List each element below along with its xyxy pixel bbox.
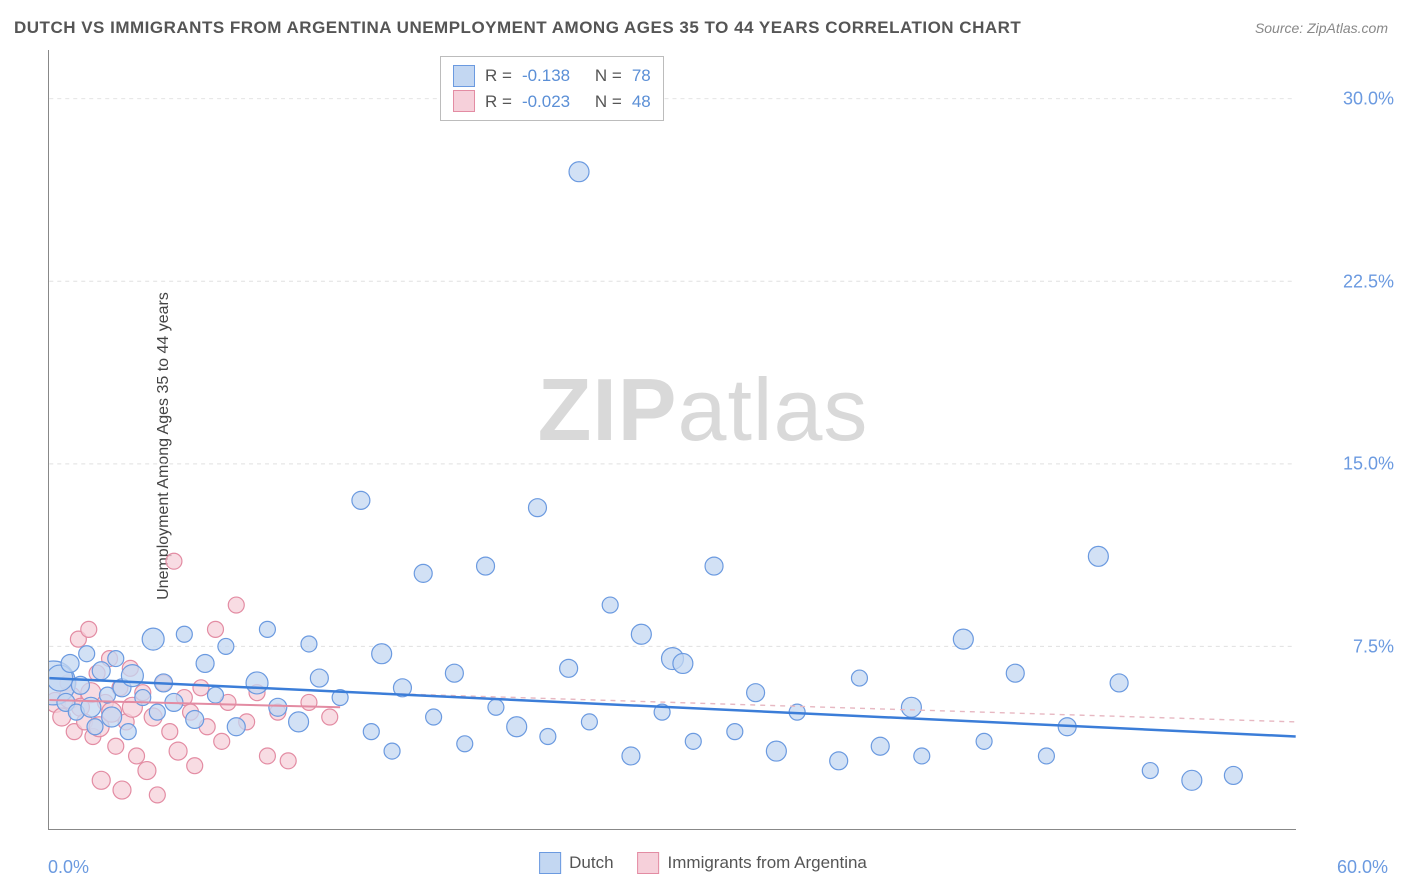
series-legend: Dutch Immigrants from Argentina — [539, 852, 867, 874]
legend-entry-dutch: Dutch — [539, 852, 613, 874]
chart-title: DUTCH VS IMMIGRANTS FROM ARGENTINA UNEMP… — [14, 18, 1021, 38]
swatch-dutch — [453, 65, 475, 87]
swatch-argentina-icon — [638, 852, 660, 874]
scatter-plot — [48, 50, 1296, 830]
x-axis-min-label: 0.0% — [48, 857, 89, 878]
source-attribution: Source: ZipAtlas.com — [1255, 20, 1388, 36]
n-value-dutch: 78 — [632, 63, 651, 89]
swatch-dutch-icon — [539, 852, 561, 874]
n-value-argentina: 48 — [632, 89, 651, 115]
legend-row-argentina: R = -0.023 N = 48 — [453, 89, 651, 115]
swatch-argentina — [453, 90, 475, 112]
r-value-argentina: -0.023 — [522, 89, 570, 115]
y-tick-labels: 7.5%15.0%22.5%30.0% — [1304, 50, 1394, 830]
legend-entry-argentina: Immigrants from Argentina — [638, 852, 867, 874]
correlation-legend: R = -0.138 N = 78 R = -0.023 N = 48 — [440, 56, 664, 121]
legend-label-argentina: Immigrants from Argentina — [668, 853, 867, 873]
r-value-dutch: -0.138 — [522, 63, 570, 89]
legend-row-dutch: R = -0.138 N = 78 — [453, 63, 651, 89]
legend-label-dutch: Dutch — [569, 853, 613, 873]
x-axis-max-label: 60.0% — [1337, 857, 1388, 878]
